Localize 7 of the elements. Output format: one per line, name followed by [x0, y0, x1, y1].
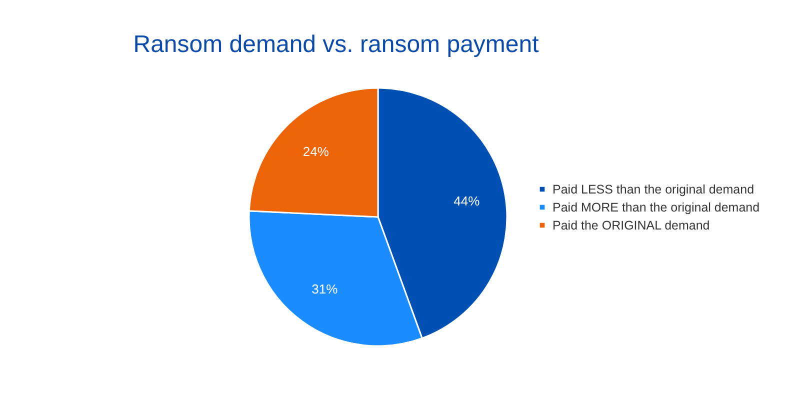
data-label: 44%	[454, 193, 480, 208]
legend-label: Paid LESS than the original demand	[552, 182, 754, 196]
chart-title: Ransom demand vs. ransom payment	[133, 31, 540, 58]
data-label: 31%	[312, 281, 338, 296]
data-label: 24%	[302, 144, 330, 159]
legend-label: Paid the ORIGINAL demand	[552, 218, 710, 232]
legend-label: Paid MORE than the original demand	[552, 200, 760, 214]
